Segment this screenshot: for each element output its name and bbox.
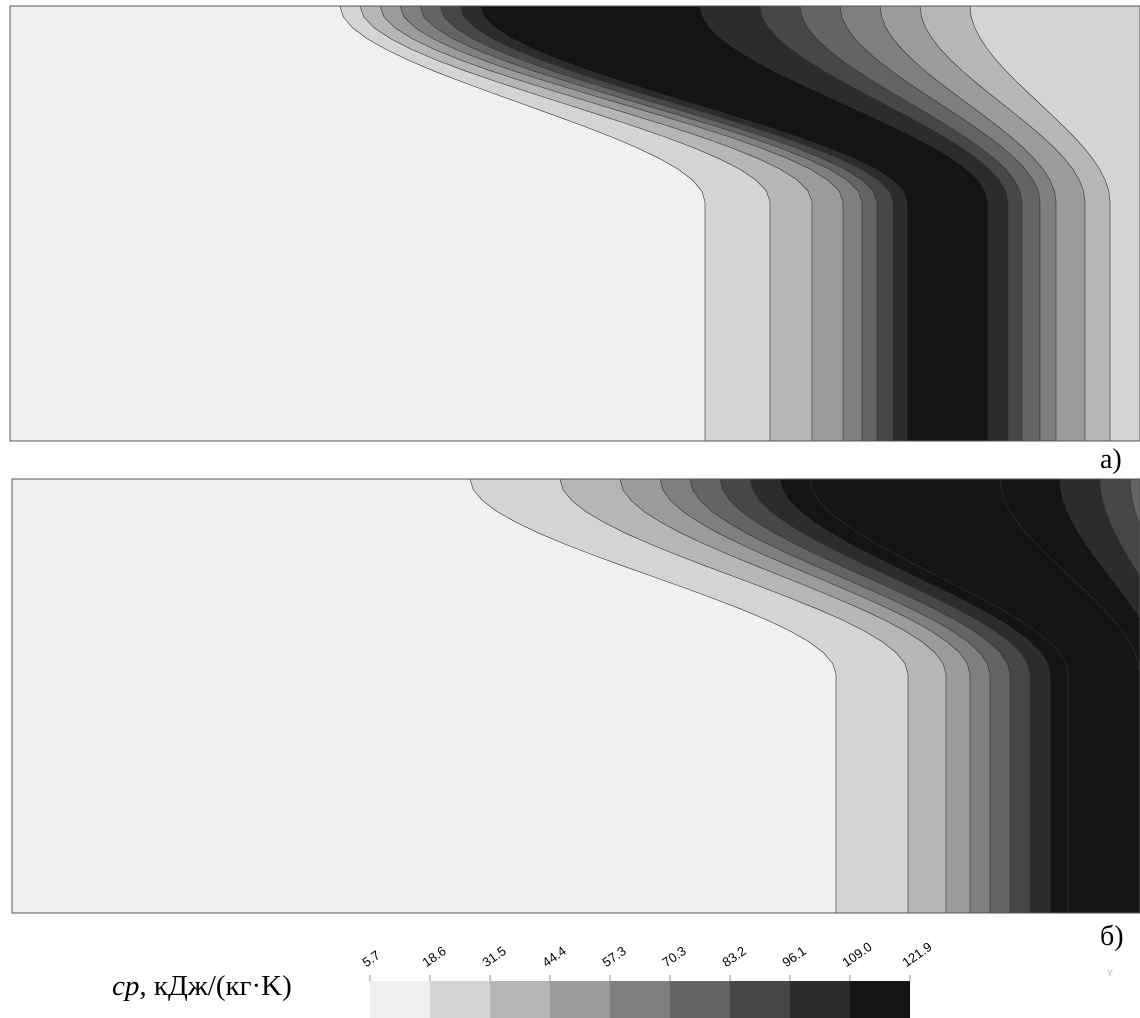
contour-band <box>809 479 1140 913</box>
contour-band <box>999 479 1140 913</box>
colorbar-swatch <box>430 981 490 1018</box>
legend-unit: , кДж/(кг·K) <box>139 970 292 1002</box>
colorbar-swatch <box>730 981 790 1018</box>
contour-band <box>1099 479 1140 578</box>
colorbar-swatch <box>670 981 730 1018</box>
colorbar-swatch <box>550 981 610 1018</box>
legend-title: cp, кДж/(кг·K) <box>112 970 292 1003</box>
colorbar-swatch <box>610 981 670 1018</box>
panel-frame <box>9 5 1140 442</box>
axis-marker: Y <box>1107 968 1114 978</box>
colorbar-swatch <box>370 981 430 1018</box>
contour-band <box>969 6 1140 441</box>
panel-frame <box>11 478 1140 914</box>
legend-symbol: cp <box>112 970 140 1002</box>
contour-panel-a <box>9 5 1140 442</box>
contour-panel-b <box>11 478 1140 914</box>
colorbar-swatch <box>490 981 550 1018</box>
colorbar-swatch <box>790 981 850 1018</box>
contour-band <box>1129 479 1140 527</box>
colorbar-swatch <box>850 981 910 1018</box>
panel-label-b: б) <box>1100 921 1124 952</box>
panel-label-a: а) <box>1100 444 1122 475</box>
